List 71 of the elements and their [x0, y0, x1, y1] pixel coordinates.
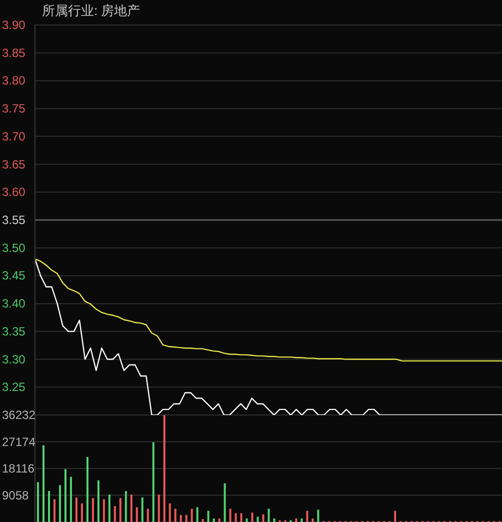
- bar: [64, 469, 66, 522]
- bar: [102, 499, 105, 522]
- bar: [240, 513, 242, 522]
- bar: [180, 514, 182, 522]
- y-tick-label: 3.60: [2, 185, 26, 200]
- bar: [207, 510, 210, 522]
- bar: [317, 510, 320, 522]
- bar: [262, 514, 264, 522]
- bar: [92, 498, 94, 522]
- y-tick-label: 3.55: [2, 213, 26, 227]
- y-tick-label: 3.50: [2, 240, 26, 255]
- line-series: [34, 258, 502, 415]
- bar: [152, 442, 154, 522]
- line-series: [34, 258, 502, 362]
- bar: [212, 518, 215, 522]
- y-tick-label: 36232: [2, 408, 36, 422]
- bar: [70, 476, 72, 522]
- bar: [312, 518, 314, 522]
- bar: [268, 508, 270, 522]
- bar: [185, 514, 188, 522]
- bar: [42, 445, 44, 522]
- bar: [246, 518, 248, 522]
- bar: [48, 490, 50, 522]
- y-tick-label: 3.40: [2, 296, 26, 311]
- bar: [273, 518, 276, 522]
- y-tick-label: 3.25: [2, 380, 26, 394]
- bar: [229, 508, 232, 522]
- bar: [234, 513, 237, 522]
- bar: [75, 497, 78, 522]
- bar: [256, 516, 259, 522]
- bar: [146, 508, 149, 522]
- bar: [114, 506, 116, 522]
- bar: [58, 485, 61, 522]
- bar: [86, 457, 88, 522]
- y-tick-label: 3.80: [2, 74, 26, 88]
- bar: [196, 507, 198, 522]
- bar: [53, 499, 56, 522]
- bar: [124, 490, 127, 522]
- bar: [136, 507, 138, 522]
- y-tick-label: 18116: [2, 462, 35, 476]
- bar: [218, 518, 220, 522]
- bar: [158, 494, 160, 522]
- y-tick-label: 9058: [2, 488, 30, 502]
- bar: [251, 512, 254, 522]
- bar: [174, 508, 176, 522]
- bar: [163, 415, 166, 522]
- bar: [37, 482, 39, 522]
- y-tick-label: 3.70: [2, 129, 26, 144]
- bar: [295, 518, 298, 522]
- bar: [202, 519, 204, 522]
- bar: [108, 494, 110, 522]
- y-tick-label: 3.75: [2, 102, 26, 116]
- y-tick-label: 3.85: [2, 46, 26, 60]
- bar: [141, 497, 144, 522]
- y-tick-label: 3.35: [2, 324, 26, 338]
- chart-title: 所属行业: 房地产: [42, 2, 140, 20]
- bar: [394, 510, 396, 522]
- bar: [80, 503, 83, 522]
- bar: [224, 483, 226, 522]
- y-tick-label: 3.65: [2, 157, 26, 172]
- y-tick-label: 3.30: [2, 352, 26, 366]
- y-tick-label: 3.45: [2, 268, 26, 283]
- bar: [130, 494, 132, 522]
- bar: [119, 498, 122, 522]
- bar: [300, 518, 303, 522]
- bar: [97, 480, 100, 522]
- bar: [190, 508, 193, 522]
- y-tick-label: 27174: [2, 434, 36, 449]
- bar: [168, 503, 171, 522]
- y-tick-label: 3.90: [2, 18, 26, 32]
- bar: [306, 510, 308, 522]
